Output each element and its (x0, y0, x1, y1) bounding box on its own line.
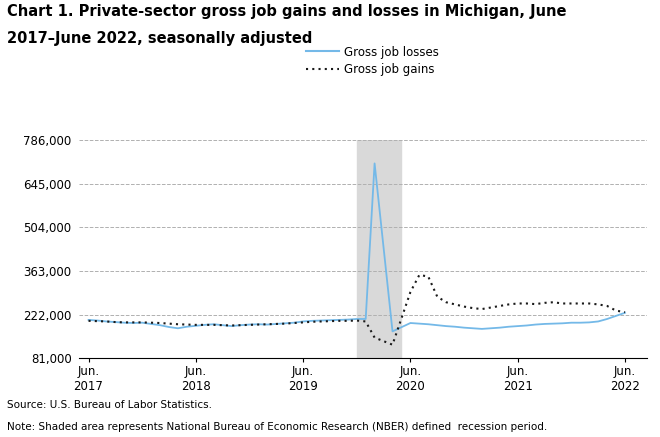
Text: Chart 1. Private-sector gross job gains and losses in Michigan, June: Chart 1. Private-sector gross job gains … (7, 4, 566, 19)
Text: Note: Shaded area represents National Bureau of Economic Research (NBER) defined: Note: Shaded area represents National Bu… (7, 422, 547, 432)
Text: 2017–June 2022, seasonally adjusted: 2017–June 2022, seasonally adjusted (7, 31, 312, 45)
Legend: Gross job losses, Gross job gains: Gross job losses, Gross job gains (301, 41, 444, 81)
Text: Source: U.S. Bureau of Labor Statistics.: Source: U.S. Bureau of Labor Statistics. (7, 400, 212, 410)
Bar (357, 140, 401, 358)
